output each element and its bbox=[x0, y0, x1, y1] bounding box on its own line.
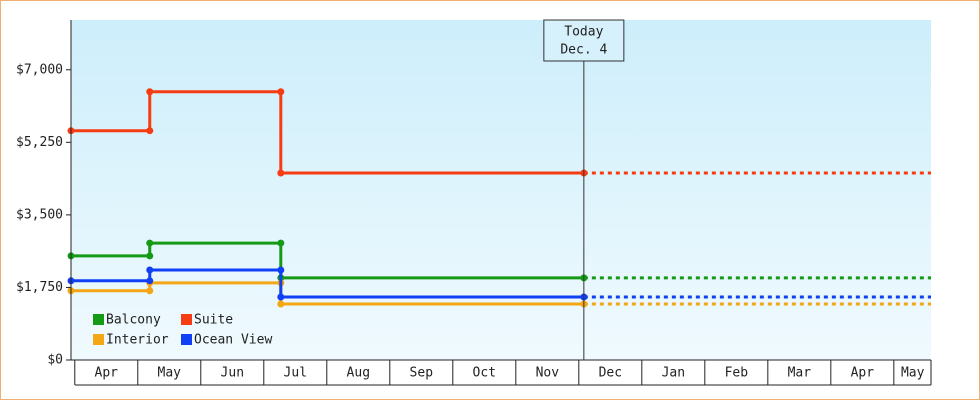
point bbox=[277, 300, 285, 308]
legend-label: Balcony bbox=[106, 313, 161, 328]
x-tick-label: May bbox=[158, 366, 182, 381]
x-tick-label: Mar bbox=[788, 366, 812, 381]
point bbox=[146, 88, 154, 96]
y-tick-label: $0 bbox=[47, 353, 63, 368]
legend-label: Ocean View bbox=[194, 333, 272, 348]
point bbox=[146, 277, 154, 285]
price-line bbox=[71, 241, 584, 280]
point bbox=[146, 266, 154, 274]
y-tick-label: $1,750 bbox=[16, 280, 63, 295]
price-line bbox=[71, 281, 584, 306]
point bbox=[146, 252, 154, 260]
legend-swatch bbox=[181, 314, 192, 325]
x-tick-label: Jan bbox=[662, 366, 685, 381]
y-tick-label: $7,000 bbox=[16, 62, 63, 77]
today-box bbox=[543, 19, 625, 62]
x-tick-label: Oct bbox=[473, 366, 496, 381]
legend-swatch bbox=[93, 314, 104, 325]
x-tick-label: May bbox=[901, 366, 925, 381]
y-tick-label: $5,250 bbox=[16, 135, 63, 150]
today-label: Dec. 4 bbox=[560, 43, 607, 58]
x-tick-label: Sep bbox=[410, 366, 434, 381]
point bbox=[277, 88, 285, 96]
legend-swatch bbox=[181, 334, 192, 345]
point bbox=[146, 127, 154, 135]
x-tick-label: Jun bbox=[221, 366, 244, 381]
point bbox=[277, 169, 285, 177]
x-tick-label: Nov bbox=[536, 366, 560, 381]
plot-area bbox=[71, 20, 931, 360]
today-label: Today bbox=[564, 25, 603, 40]
x-tick-label: Jul bbox=[284, 366, 307, 381]
point bbox=[277, 266, 285, 274]
point bbox=[277, 239, 285, 247]
legend-swatch bbox=[93, 334, 104, 345]
price-line bbox=[71, 268, 584, 299]
point bbox=[146, 239, 154, 247]
legend-label: Suite bbox=[194, 313, 233, 328]
price-line bbox=[71, 90, 584, 175]
x-tick-label: Aug bbox=[347, 366, 370, 381]
x-tick-label: Apr bbox=[95, 366, 119, 381]
x-tick-label: Dec bbox=[599, 366, 622, 381]
point bbox=[146, 287, 154, 295]
y-tick-label: $3,500 bbox=[16, 207, 63, 222]
point bbox=[277, 293, 285, 301]
x-tick-label: Feb bbox=[725, 366, 749, 381]
legend-label: Interior bbox=[106, 333, 169, 348]
x-tick-label: Apr bbox=[851, 366, 875, 381]
